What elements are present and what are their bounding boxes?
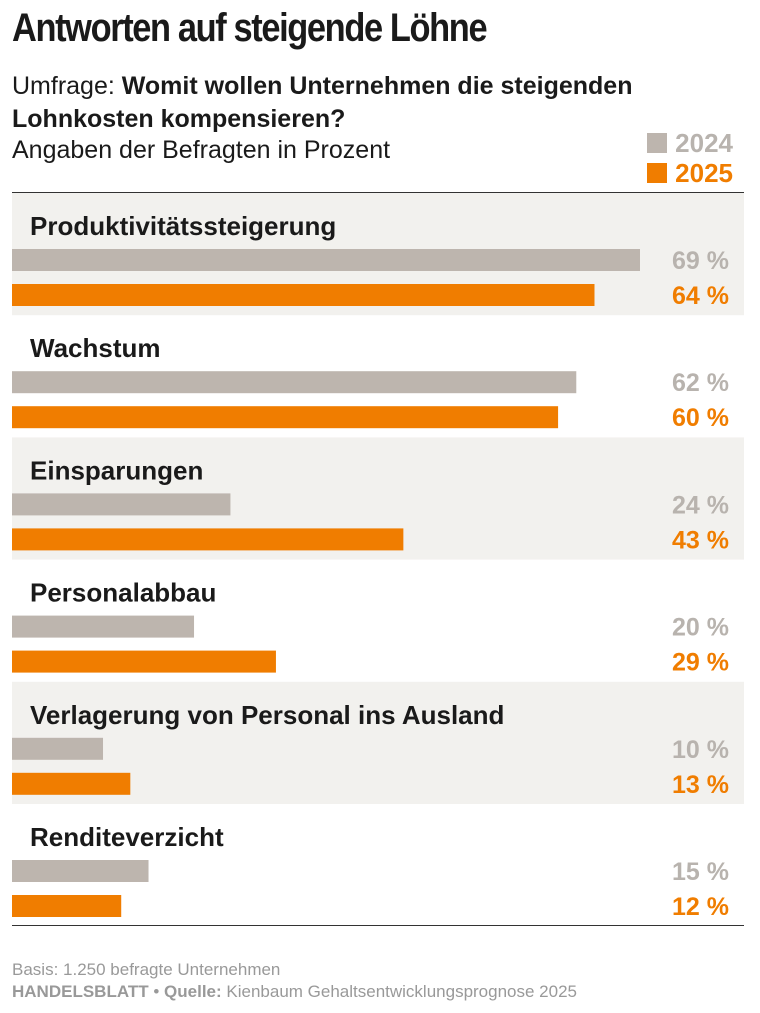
- row-band: [12, 681, 744, 804]
- value-label-2024: 62 %: [672, 369, 729, 397]
- bar-2024-3: [12, 615, 195, 638]
- subtitle: Umfrage: Womit wollen Unternehmen die st…: [12, 70, 732, 136]
- page-title: Antworten auf steigende Löhne: [12, 6, 488, 50]
- legend-item-2024: 2024: [647, 128, 733, 158]
- value-label-2024: 10 %: [672, 736, 729, 764]
- bar-2025-4: [12, 772, 131, 795]
- category-label: Renditeverzicht: [30, 822, 224, 852]
- legend-item-2025: 2025: [647, 158, 733, 188]
- bar-2024-5: [12, 860, 149, 882]
- footer-separator: •: [148, 982, 165, 1001]
- legend-label-2024: 2024: [675, 127, 733, 158]
- bar-2024-4: [12, 737, 104, 760]
- bottom-rule: [12, 925, 744, 926]
- value-label-2025: 64 %: [672, 282, 729, 310]
- value-label-2025: 29 %: [672, 649, 729, 677]
- value-label-2024: 24 %: [672, 491, 729, 519]
- legend-swatch-2025: [647, 163, 668, 183]
- legend: 2024 2025: [647, 128, 733, 188]
- subtitle-prefix: Umfrage:: [12, 72, 122, 100]
- value-label-2025: 13 %: [672, 771, 729, 799]
- unit-label: Angaben der Befragten in Prozent: [12, 136, 391, 164]
- bar-2025-5: [12, 895, 122, 917]
- bar-2025-3: [12, 650, 276, 673]
- top-rule: [12, 192, 744, 193]
- value-label-2024: 69 %: [672, 247, 729, 275]
- value-label-2024: 20 %: [672, 614, 729, 642]
- footer-source: HANDELSBLATT • Quelle: Kienbaum Gehaltse…: [12, 982, 577, 1002]
- category-label: Produktivitätssteigerung: [30, 211, 336, 241]
- footer-source-label: Quelle:: [164, 982, 222, 1001]
- value-label-2025: 12 %: [672, 893, 729, 921]
- category-label: Wachstum: [30, 333, 161, 363]
- bar-2024-2: [12, 493, 231, 516]
- category-label: Verlagerung von Personal ins Ausland: [30, 700, 504, 730]
- bar-2025-2: [12, 528, 404, 551]
- category-label: Einsparungen: [30, 455, 203, 485]
- footer-brand: HANDELSBLATT: [12, 982, 149, 1001]
- legend-swatch-2024: [647, 133, 668, 153]
- bar-2025-0: [12, 284, 595, 306]
- value-label-2025: 60 %: [672, 404, 729, 432]
- bar-2024-0: [12, 249, 640, 271]
- category-label: Personalabbau: [30, 578, 216, 608]
- footer-source-text: Kienbaum Gehaltsentwicklungsprognose 202…: [221, 982, 577, 1001]
- value-label-2024: 15 %: [672, 858, 729, 886]
- value-label-2025: 43 %: [672, 526, 729, 554]
- bar-2024-1: [12, 371, 577, 394]
- subtitle-question: Womit wollen Unternehmen die steigenden …: [12, 72, 633, 133]
- bar-2025-1: [12, 406, 559, 429]
- footer-basis: Basis: 1.250 befragte Unternehmen: [12, 960, 281, 979]
- legend-label-2025: 2025: [675, 157, 733, 188]
